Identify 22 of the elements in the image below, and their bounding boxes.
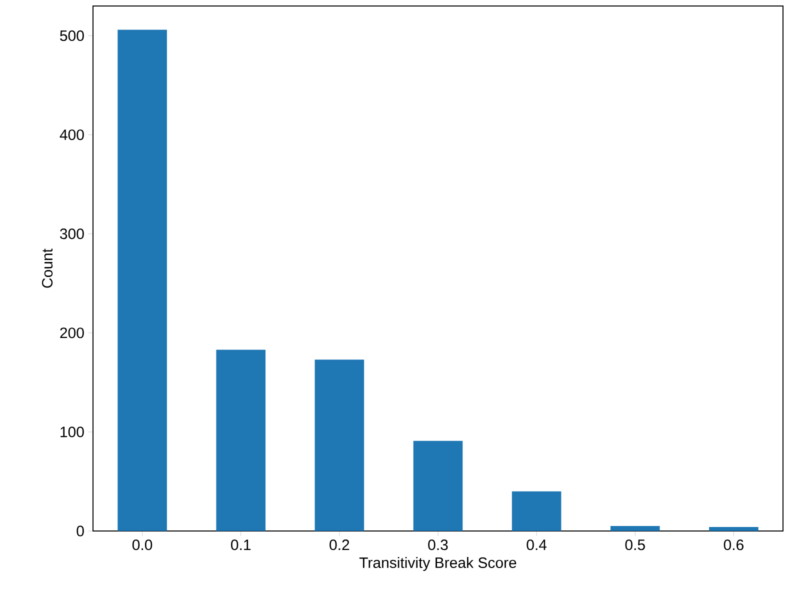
x-tick-label: 0.2 xyxy=(330,540,350,550)
y-tick-label: 100 xyxy=(60,426,84,438)
y-tick-label: 300 xyxy=(60,228,84,240)
bar xyxy=(610,526,660,531)
y-tick-label: 500 xyxy=(60,30,84,42)
bar xyxy=(216,350,266,531)
y-tick-label: 0 xyxy=(76,526,84,536)
x-tick-label: 0.4 xyxy=(526,540,547,550)
x-axis-title: Transitivity Break Score xyxy=(359,557,516,571)
y-tick-label: 400 xyxy=(60,129,84,140)
bar xyxy=(413,440,463,531)
bar xyxy=(709,527,758,531)
x-tick-label: 0.0 xyxy=(132,540,152,550)
x-tick-label: 0.1 xyxy=(231,540,251,550)
x-tick-label: 0.3 xyxy=(428,540,448,550)
x-tick-label: 0.5 xyxy=(625,540,645,550)
y-tick-label: 200 xyxy=(60,328,84,338)
bar xyxy=(314,360,364,531)
y-axis-title: Count xyxy=(42,248,53,288)
x-tick-label: 0.6 xyxy=(724,540,744,550)
bar xyxy=(118,30,167,531)
bar xyxy=(512,491,562,531)
